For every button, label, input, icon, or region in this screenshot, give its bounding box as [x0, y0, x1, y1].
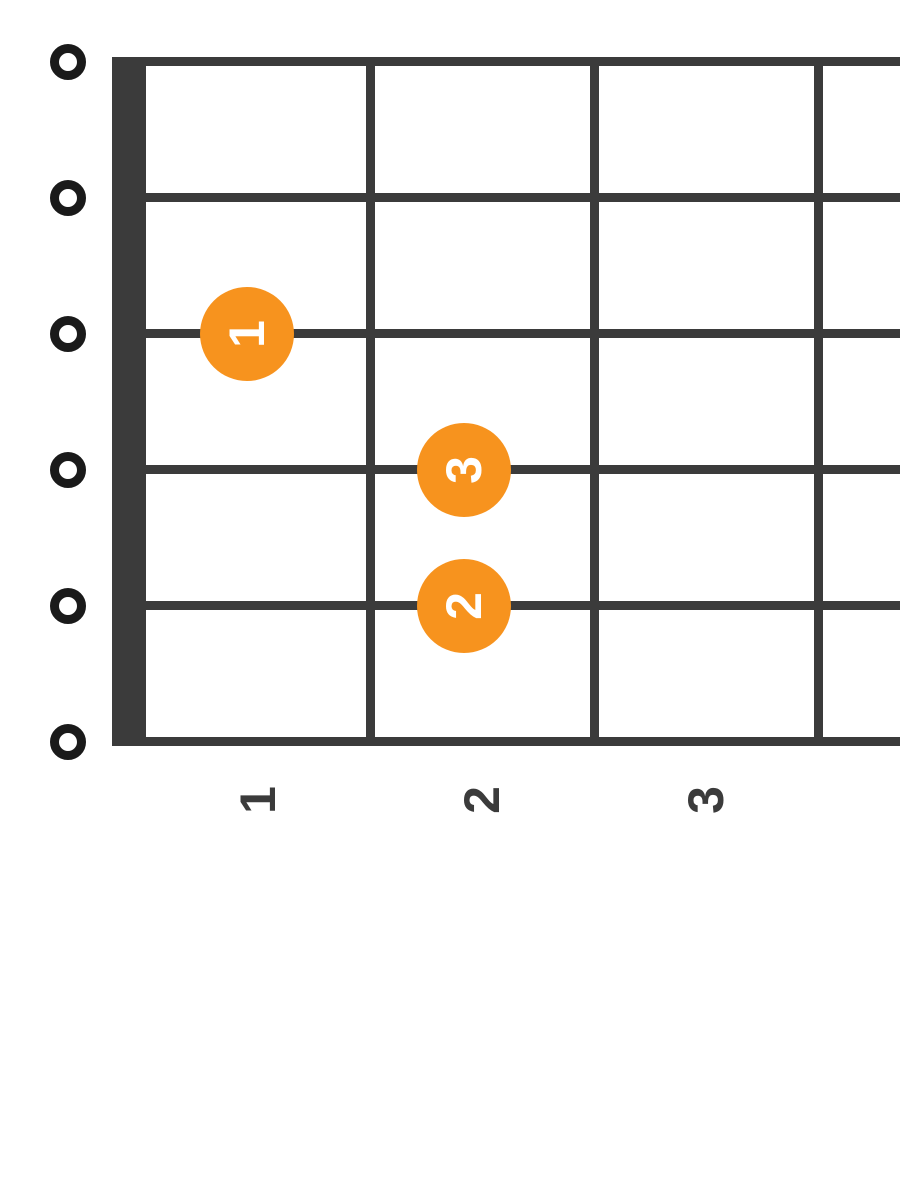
nut [112, 58, 146, 747]
string-line [146, 58, 900, 67]
finger-number-label: 3 [435, 456, 493, 484]
finger-position-dot: 2 [417, 559, 511, 653]
string-line [146, 738, 900, 747]
string-line [146, 466, 900, 475]
fret-line [590, 58, 599, 747]
open-string-marker [50, 316, 86, 352]
finger-number-label: 2 [435, 592, 493, 620]
open-string-marker [50, 452, 86, 488]
finger-number-label: 1 [218, 320, 276, 348]
fret-line [814, 58, 823, 747]
fret-number-label: 3 [677, 760, 735, 840]
fret-number-label: 2 [453, 760, 511, 840]
open-string-marker [50, 588, 86, 624]
string-line [146, 194, 900, 203]
open-string-marker [50, 44, 86, 80]
fret-number-label: 1 [229, 760, 287, 840]
finger-position-dot: 3 [417, 423, 511, 517]
string-line [146, 602, 900, 611]
open-string-marker [50, 724, 86, 760]
chord-diagram: 1234123 [0, 0, 900, 900]
open-string-marker [50, 180, 86, 216]
finger-position-dot: 1 [200, 287, 294, 381]
fret-line [366, 58, 375, 747]
